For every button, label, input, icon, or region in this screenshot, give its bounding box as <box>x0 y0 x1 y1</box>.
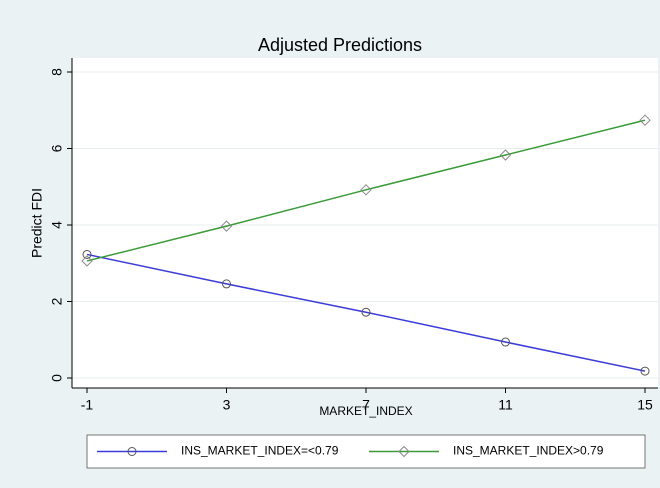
series-line <box>86 253 646 372</box>
y-tick-label: 8 <box>49 68 65 76</box>
x-tick-label: 3 <box>223 397 231 413</box>
marker <box>361 307 371 317</box>
legend <box>86 434 646 469</box>
legend-marker <box>127 447 137 456</box>
y-axis-label: Predict FDI <box>29 188 45 258</box>
x-axis-label: MARKET_INDEX <box>319 404 412 418</box>
y-tick-label: 2 <box>49 297 65 305</box>
legend-label: INS_MARKET_INDEX=<0.79 <box>181 444 339 458</box>
x-tick-label: 11 <box>498 397 513 413</box>
chart-title: Adjusted Predictions <box>258 35 422 55</box>
marker <box>82 249 92 259</box>
marker <box>640 366 650 376</box>
series-line <box>86 119 646 262</box>
plot-area <box>72 58 658 388</box>
marker <box>360 184 372 196</box>
x-tick-label: 7 <box>362 397 370 413</box>
x-tick-label: 15 <box>637 397 653 413</box>
y-tick-label: 6 <box>49 144 65 152</box>
x-tick-label: -1 <box>81 397 94 413</box>
legend-label: INS_MARKET_INDEX>0.79 <box>453 444 604 458</box>
marker <box>501 337 510 347</box>
y-tick-label: 0 <box>49 374 65 382</box>
marker <box>220 220 233 232</box>
marker <box>81 255 93 267</box>
marker <box>222 279 231 289</box>
y-tick-label: 4 <box>49 221 65 229</box>
legend-marker <box>398 445 410 458</box>
marker <box>639 114 651 126</box>
marker <box>499 149 512 161</box>
